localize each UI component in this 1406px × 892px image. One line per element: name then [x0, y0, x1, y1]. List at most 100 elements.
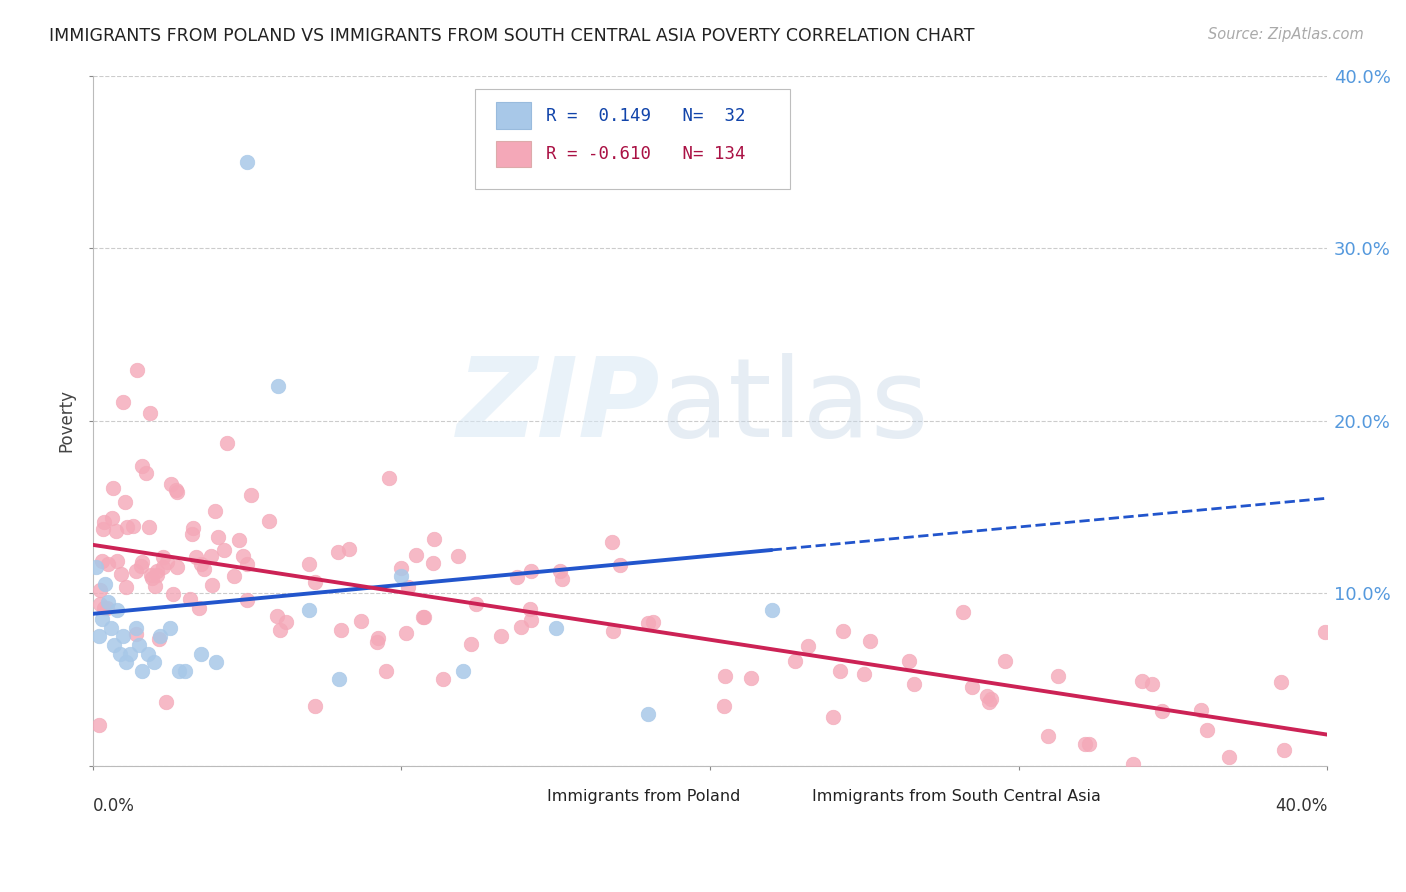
- Point: [90, 554, 112, 568]
- Text: IMMIGRANTS FROM POLAND VS IMMIGRANTS FROM SOUTH CENTRAL ASIA POVERTY CORRELATION: IMMIGRANTS FROM POLAND VS IMMIGRANTS FRO…: [49, 27, 974, 45]
- Point: [143, 655, 166, 669]
- Point: [432, 672, 454, 686]
- Point: [235, 557, 257, 571]
- Point: [181, 526, 204, 541]
- Point: [105, 554, 128, 568]
- Point: [510, 620, 533, 634]
- Point: [489, 629, 512, 643]
- Point: [131, 555, 153, 569]
- Point: [350, 614, 373, 628]
- Text: R = -0.610   N= 134: R = -0.610 N= 134: [546, 145, 745, 163]
- Point: [97, 595, 120, 609]
- Point: [124, 565, 146, 579]
- Point: [181, 520, 204, 534]
- Point: [377, 471, 399, 485]
- Point: [122, 519, 145, 533]
- Point: [89, 597, 111, 611]
- Point: [152, 560, 174, 574]
- Point: [236, 154, 259, 169]
- Point: [103, 638, 125, 652]
- FancyBboxPatch shape: [501, 787, 537, 807]
- FancyBboxPatch shape: [496, 103, 531, 128]
- Point: [413, 610, 436, 624]
- Point: [396, 580, 419, 594]
- Point: [139, 406, 162, 420]
- Point: [548, 564, 571, 578]
- Point: [90, 612, 112, 626]
- Point: [100, 621, 122, 635]
- Point: [125, 621, 148, 635]
- Point: [1315, 624, 1337, 639]
- Point: [1132, 674, 1154, 689]
- Point: [167, 664, 190, 678]
- Point: [852, 667, 875, 681]
- Point: [423, 533, 446, 547]
- Point: [395, 625, 418, 640]
- FancyBboxPatch shape: [475, 89, 790, 189]
- Text: Source: ZipAtlas.com: Source: ZipAtlas.com: [1208, 27, 1364, 42]
- Point: [131, 458, 153, 473]
- Point: [93, 516, 115, 530]
- Point: [267, 379, 290, 393]
- Point: [1142, 677, 1164, 691]
- Point: [149, 629, 172, 643]
- Point: [239, 488, 262, 502]
- Point: [832, 624, 855, 639]
- Point: [89, 718, 111, 732]
- Point: [304, 574, 326, 589]
- Point: [117, 520, 139, 534]
- Point: [166, 485, 188, 500]
- Point: [96, 600, 118, 615]
- Text: ZIP: ZIP: [457, 353, 661, 460]
- Point: [405, 548, 427, 562]
- Point: [94, 577, 117, 591]
- Point: [641, 615, 664, 629]
- Point: [1047, 669, 1070, 683]
- Point: [162, 586, 184, 600]
- Point: [129, 558, 152, 573]
- Point: [101, 510, 124, 524]
- Point: [236, 593, 259, 607]
- Point: [976, 690, 998, 704]
- Point: [328, 673, 350, 687]
- Point: [114, 495, 136, 509]
- Point: [89, 582, 111, 597]
- Point: [160, 476, 183, 491]
- Point: [101, 481, 124, 495]
- Point: [155, 695, 177, 709]
- Text: Immigrants from South Central Asia: Immigrants from South Central Asia: [813, 789, 1101, 805]
- Text: R =  0.149   N=  32: R = 0.149 N= 32: [546, 106, 745, 125]
- Point: [329, 623, 352, 637]
- Point: [201, 578, 224, 592]
- Point: [1074, 737, 1097, 751]
- Point: [389, 569, 412, 583]
- Point: [520, 613, 543, 627]
- Point: [111, 395, 134, 409]
- Point: [146, 568, 169, 582]
- Point: [412, 610, 434, 624]
- Point: [204, 504, 226, 518]
- Point: [859, 633, 882, 648]
- Point: [1038, 729, 1060, 743]
- Point: [110, 647, 132, 661]
- Point: [118, 647, 141, 661]
- Point: [600, 534, 623, 549]
- Point: [1189, 703, 1212, 717]
- Point: [1197, 723, 1219, 738]
- Point: [460, 637, 482, 651]
- Point: [97, 557, 120, 571]
- Point: [389, 560, 412, 574]
- Point: [186, 549, 208, 564]
- Point: [115, 580, 138, 594]
- Point: [783, 654, 806, 668]
- Point: [125, 627, 148, 641]
- Point: [159, 621, 181, 635]
- Point: [609, 558, 631, 573]
- Point: [994, 654, 1017, 668]
- Point: [174, 664, 197, 678]
- Point: [960, 680, 983, 694]
- Point: [138, 520, 160, 534]
- Point: [740, 671, 762, 685]
- FancyBboxPatch shape: [765, 787, 803, 807]
- Point: [551, 573, 574, 587]
